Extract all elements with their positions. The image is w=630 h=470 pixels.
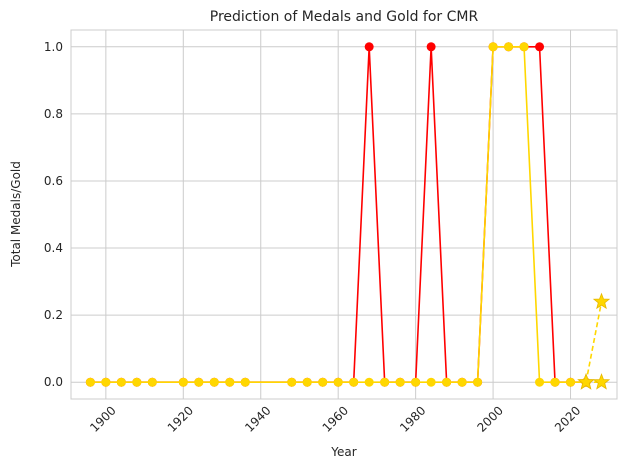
- star-marker: [592, 373, 611, 390]
- x-tick-label: 2000: [475, 403, 506, 434]
- y-tick-label: 1.0: [44, 40, 63, 54]
- data-point: [473, 377, 483, 387]
- plot-area: [70, 29, 618, 400]
- data-point: [302, 377, 312, 387]
- data-point: [488, 42, 498, 52]
- y-tick-label: 0.8: [44, 107, 63, 121]
- data-point: [209, 377, 219, 387]
- data-point: [550, 377, 560, 387]
- data-point: [535, 42, 545, 52]
- data-point: [287, 377, 297, 387]
- data-point: [318, 377, 328, 387]
- data-point: [411, 377, 421, 387]
- data-point: [395, 377, 405, 387]
- x-tick-label: 1900: [87, 403, 118, 434]
- x-axis-label: Year: [330, 445, 356, 459]
- data-point: [178, 377, 188, 387]
- grid: [71, 30, 617, 399]
- data-point: [85, 377, 95, 387]
- data-point: [333, 377, 343, 387]
- data-point: [504, 42, 514, 52]
- data-point: [535, 377, 545, 387]
- series-group: [85, 42, 611, 390]
- y-tick-label: 0.4: [44, 241, 63, 255]
- data-point: [240, 377, 250, 387]
- data-point: [101, 377, 111, 387]
- data-point: [457, 377, 467, 387]
- series-4: [577, 373, 611, 390]
- data-point: [519, 42, 529, 52]
- x-tick-label: 1940: [242, 403, 273, 434]
- star-marker: [577, 373, 595, 390]
- data-point: [566, 377, 576, 387]
- series-line: [585, 301, 603, 383]
- y-tick-label: 0.0: [44, 375, 63, 389]
- y-tick-label: 0.6: [44, 174, 63, 188]
- data-point: [426, 377, 436, 387]
- data-point: [225, 377, 235, 387]
- data-point: [349, 377, 359, 387]
- data-point: [364, 377, 374, 387]
- data-point: [132, 377, 142, 387]
- data-point: [442, 377, 452, 387]
- data-point: [380, 377, 390, 387]
- y-axis-ticks: 0.0 0.2 0.4 0.6 0.8 1.0: [44, 40, 63, 389]
- data-point: [147, 377, 157, 387]
- x-tick-label: 1980: [397, 403, 428, 434]
- chart-title: Prediction of Medals and Gold for CMR: [210, 9, 479, 25]
- x-tick-label: 1960: [320, 403, 351, 434]
- y-axis-label: Total Medals/Gold: [9, 161, 23, 268]
- data-point: [194, 377, 204, 387]
- data-point: [364, 42, 374, 52]
- x-tick-label: 2020: [552, 403, 583, 434]
- star-marker: [592, 292, 611, 310]
- y-tick-label: 0.2: [44, 308, 63, 322]
- series-2: [85, 42, 591, 387]
- series-3: [577, 292, 611, 390]
- data-point: [426, 42, 436, 52]
- data-point: [116, 377, 126, 387]
- x-tick-label: 1920: [165, 403, 196, 434]
- x-axis-ticks: 1900 1920 1940 1960 1980 2000 2020: [87, 403, 583, 434]
